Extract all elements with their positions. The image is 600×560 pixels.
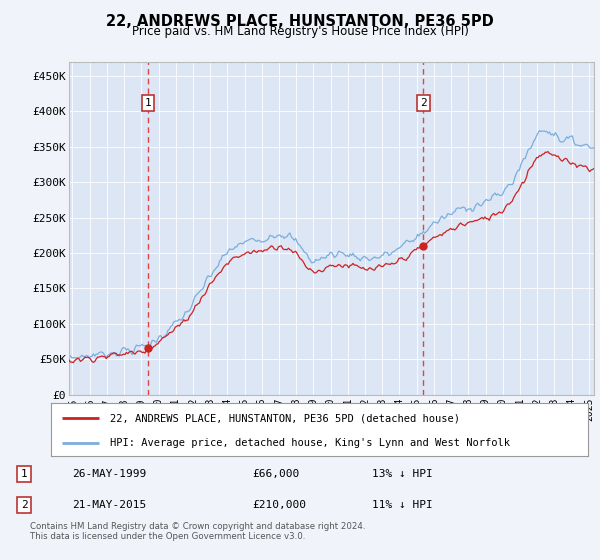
Text: 22, ANDREWS PLACE, HUNSTANTON, PE36 5PD: 22, ANDREWS PLACE, HUNSTANTON, PE36 5PD — [106, 14, 494, 29]
Text: 13% ↓ HPI: 13% ↓ HPI — [372, 469, 433, 479]
Text: 22, ANDREWS PLACE, HUNSTANTON, PE36 5PD (detached house): 22, ANDREWS PLACE, HUNSTANTON, PE36 5PD … — [110, 413, 460, 423]
Text: £210,000: £210,000 — [252, 500, 306, 510]
Text: £66,000: £66,000 — [252, 469, 299, 479]
Text: 11% ↓ HPI: 11% ↓ HPI — [372, 500, 433, 510]
Text: 1: 1 — [145, 98, 151, 108]
Text: 26-MAY-1999: 26-MAY-1999 — [72, 469, 146, 479]
Text: 2: 2 — [20, 500, 28, 510]
Text: HPI: Average price, detached house, King's Lynn and West Norfolk: HPI: Average price, detached house, King… — [110, 438, 510, 448]
Text: 1: 1 — [20, 469, 28, 479]
Text: 21-MAY-2015: 21-MAY-2015 — [72, 500, 146, 510]
Text: Price paid vs. HM Land Registry's House Price Index (HPI): Price paid vs. HM Land Registry's House … — [131, 25, 469, 38]
Text: Contains HM Land Registry data © Crown copyright and database right 2024.
This d: Contains HM Land Registry data © Crown c… — [30, 522, 365, 542]
Text: 2: 2 — [420, 98, 427, 108]
